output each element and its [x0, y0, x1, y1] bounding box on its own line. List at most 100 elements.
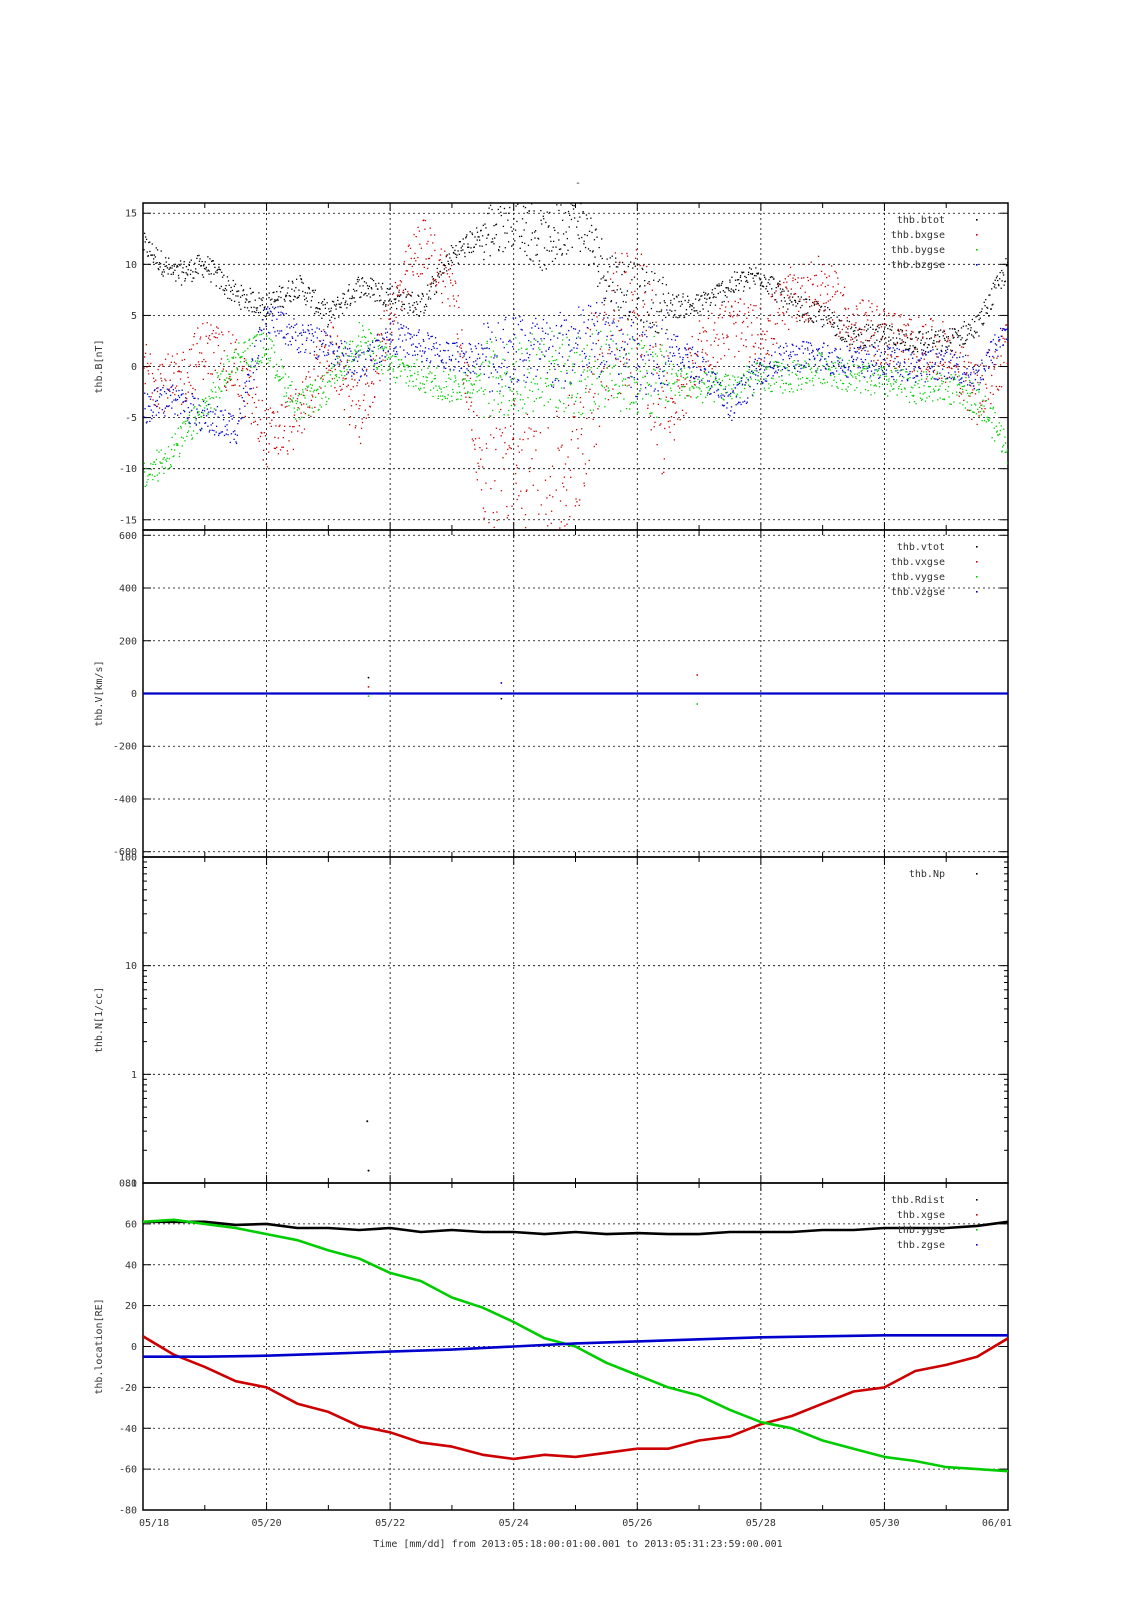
data-point	[358, 356, 360, 358]
data-point	[178, 396, 181, 399]
data-point	[252, 291, 254, 294]
data-point	[264, 353, 266, 355]
y-tick-label: 10	[125, 260, 137, 271]
data-point	[238, 385, 241, 387]
data-point	[836, 290, 839, 292]
data-point	[840, 362, 843, 364]
data-point	[859, 328, 861, 330]
data-point	[598, 353, 601, 356]
data-point	[338, 376, 340, 379]
data-point	[764, 276, 766, 278]
data-point	[510, 379, 512, 381]
data-point	[643, 345, 646, 347]
data-point	[901, 329, 904, 332]
data-point	[745, 339, 747, 341]
data-point	[468, 356, 471, 359]
data-point	[855, 378, 857, 380]
data-point	[601, 257, 603, 260]
data-point	[781, 362, 783, 365]
data-point	[568, 226, 570, 228]
data-point	[662, 390, 664, 392]
data-point	[583, 243, 585, 245]
data-point	[925, 368, 928, 370]
data-point	[335, 374, 338, 376]
data-point	[198, 260, 201, 262]
data-point	[741, 384, 744, 386]
data-point	[636, 337, 639, 340]
data-point	[646, 370, 648, 372]
data-point	[761, 333, 763, 336]
data-point	[916, 348, 918, 350]
data-point	[366, 295, 368, 297]
data-point	[403, 303, 405, 306]
data-point	[748, 368, 750, 371]
data-point	[983, 322, 985, 325]
data-point	[960, 339, 962, 341]
data-point	[704, 330, 706, 332]
data-point	[164, 265, 166, 268]
data-point	[195, 365, 198, 368]
data-point	[189, 426, 191, 428]
data-point	[711, 312, 713, 315]
data-point	[175, 280, 177, 282]
data-point	[760, 282, 762, 284]
data-point	[310, 339, 313, 342]
data-point	[741, 332, 743, 334]
data-point	[784, 389, 786, 391]
data-point	[383, 302, 385, 304]
data-point	[997, 279, 999, 282]
data-point	[792, 279, 794, 282]
data-point	[354, 349, 356, 351]
data-point	[496, 390, 498, 393]
data-point	[272, 411, 274, 413]
data-point	[326, 302, 328, 304]
data-point	[285, 312, 287, 315]
data-point	[302, 389, 304, 391]
data-point	[269, 357, 271, 359]
data-point	[619, 288, 622, 290]
data-point	[877, 374, 879, 376]
data-point	[151, 243, 153, 245]
data-point	[983, 405, 985, 407]
data-point	[769, 276, 772, 279]
data-point	[950, 374, 952, 376]
data-point	[170, 465, 172, 468]
data-point	[549, 494, 551, 496]
data-point	[659, 302, 661, 304]
data-point	[847, 328, 849, 330]
data-point	[809, 278, 812, 280]
data-point	[263, 432, 265, 434]
data-point	[323, 329, 325, 331]
data-point	[521, 407, 524, 409]
data-point	[496, 356, 498, 358]
data-point	[768, 383, 770, 385]
data-point	[313, 411, 315, 413]
data-point	[932, 371, 935, 374]
data-point	[848, 335, 850, 338]
data-point	[648, 283, 651, 286]
data-point	[555, 377, 557, 380]
data-point	[590, 366, 592, 369]
data-point	[232, 384, 235, 387]
data-point	[680, 373, 682, 375]
data-point	[959, 352, 962, 354]
data-point	[836, 316, 838, 318]
data-point	[318, 355, 320, 357]
data-point	[212, 411, 214, 413]
data-point	[147, 405, 150, 407]
data-point	[725, 386, 727, 388]
data-point	[363, 374, 366, 376]
data-point	[369, 344, 371, 346]
data-point	[409, 306, 411, 308]
data-point	[338, 303, 340, 305]
data-point	[175, 443, 177, 445]
data-point	[593, 401, 595, 403]
data-point	[688, 347, 690, 350]
data-point	[1000, 386, 1003, 388]
data-point	[849, 347, 851, 349]
data-point	[680, 383, 683, 386]
data-point	[898, 385, 900, 388]
data-point	[228, 284, 230, 286]
data-point	[957, 330, 960, 332]
data-point	[368, 293, 370, 295]
